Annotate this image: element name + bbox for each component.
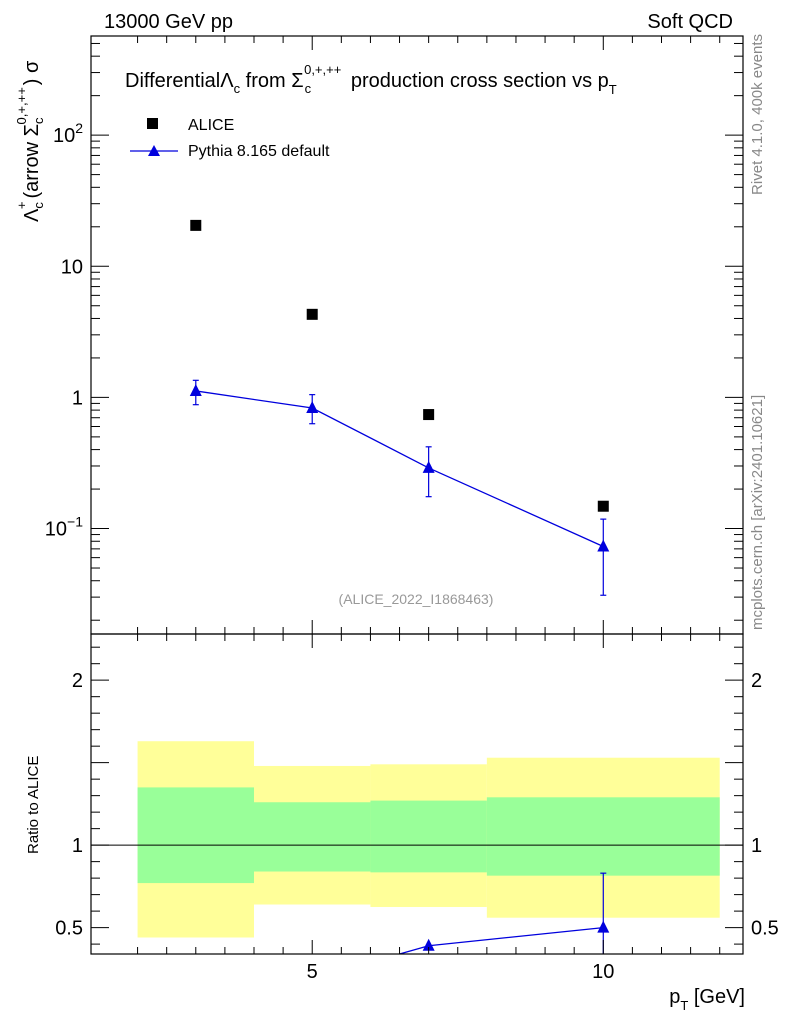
ratio-inner-band [370, 800, 487, 873]
header-left: 13000 GeV pp [104, 11, 233, 33]
ratio-y-tick-label: 2 [72, 670, 83, 692]
pythia-point [422, 460, 435, 473]
pythia-point [189, 383, 202, 396]
x-tick-label: 5 [307, 961, 318, 983]
y-tick-label: 1 [72, 387, 83, 409]
ratio-y-tick-label: 1 [72, 835, 83, 857]
main-plot-area [189, 219, 610, 596]
legend-pythia-marker [148, 145, 160, 156]
ratio-inner-band [137, 787, 254, 884]
ratio-inner-band [254, 802, 371, 872]
legend-alice-label: ALICE [188, 117, 234, 134]
x-tick-label: 10 [592, 961, 614, 983]
header-right: Soft QCD [647, 11, 733, 33]
legend-alice-marker [147, 118, 158, 129]
ratio-y-tick-label: 0.5 [55, 918, 83, 940]
pythia-line [195, 390, 604, 548]
legend-pythia-label: Pythia 8.165 default [188, 143, 330, 160]
ratio-pythia-point [597, 920, 610, 933]
pythia-point [597, 539, 610, 552]
alice-point [306, 308, 318, 320]
ratio-y-axis-label: Ratio to ALICE [25, 756, 42, 854]
alice-point [190, 219, 202, 231]
ratio-bands [137, 741, 720, 938]
y-tick-label: 10 [61, 256, 83, 278]
ratio-y-tick-label-right: 0.5 [751, 918, 779, 940]
ratio-pythia-line [397, 926, 604, 954]
rivet-version-label: Rivet 4.1.0, 400k events [749, 34, 766, 195]
alice-point [423, 409, 435, 421]
ratio-pythia-point [422, 938, 435, 951]
alice-point [597, 500, 609, 512]
ratio-pythia-point [190, 994, 202, 1006]
ratio-inner-band [486, 797, 720, 876]
chart-title: DifferentialΛc from Σc0,+,++ production … [125, 62, 617, 97]
pythia-point [306, 401, 319, 414]
legend: ALICE Pythia 8.165 default [130, 117, 330, 160]
ratio-y-tick-label-right: 1 [751, 835, 762, 857]
analysis-watermark: (ALICE_2022_I1868463) [339, 591, 494, 607]
ratio-plot-frame [90, 633, 744, 955]
axis-tick-labels: 5 10 10−1 1 10 102 0.5 0.5 1 1 2 2 [45, 120, 779, 983]
x-axis-label: pT [GeV] [669, 986, 745, 1013]
y-tick-label: 102 [53, 120, 83, 147]
y-axis-label: Λc+(arrow Σc0,+,++) σ [14, 60, 46, 222]
ratio-y-tick-label-right: 2 [751, 670, 762, 692]
mcplots-credit-label: mcplots.cern.ch [arXiv:2401.10621] [749, 395, 766, 630]
axis-ticks [91, 36, 743, 954]
y-tick-label: 10−1 [45, 514, 83, 541]
